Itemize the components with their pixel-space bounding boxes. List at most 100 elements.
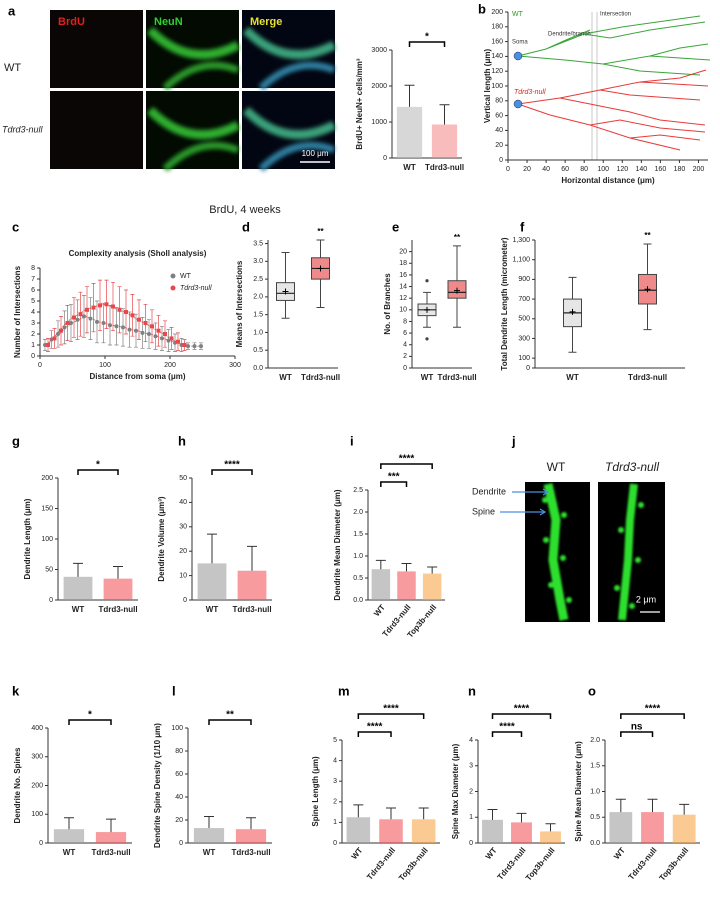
microscopy-panel-a: BrdU NeuN Merge WT Tdrd3-null 100 μm bbox=[2, 10, 337, 172]
y-tick-label: 100 bbox=[41, 536, 53, 543]
y-tick-label: 0.0 bbox=[590, 840, 600, 847]
y-tick-label: 0 bbox=[183, 597, 187, 604]
significance-bracket bbox=[380, 481, 408, 487]
error-bar bbox=[106, 818, 116, 833]
error-bar bbox=[401, 562, 412, 572]
y-tick-label: 0.5 bbox=[353, 575, 363, 582]
y-tick-label: 2.5 bbox=[253, 276, 263, 283]
data-point bbox=[101, 321, 106, 325]
significance-label: *** bbox=[388, 472, 400, 483]
tracing-label: Tdrd3-null bbox=[514, 89, 546, 96]
error-bar bbox=[404, 84, 415, 107]
y-tick-label: 140 bbox=[491, 53, 503, 60]
x-tick-label: 200 bbox=[693, 166, 705, 173]
y-tick-label: 2.0 bbox=[353, 509, 363, 516]
data-point bbox=[56, 332, 60, 336]
y-tick-label: 14 bbox=[399, 283, 407, 290]
bar bbox=[422, 573, 442, 600]
neun-signal bbox=[146, 26, 337, 172]
significance-bracket bbox=[357, 731, 392, 737]
y-tick-label: 2 bbox=[31, 331, 35, 338]
y-tick-label: 120 bbox=[491, 68, 503, 75]
y-tick-label: 2 bbox=[403, 353, 407, 360]
legend-label: Tdrd3-null bbox=[180, 285, 212, 292]
data-point bbox=[65, 321, 70, 325]
y-tick-label: 10 bbox=[399, 307, 407, 314]
data-point bbox=[130, 313, 135, 318]
soma bbox=[513, 99, 523, 109]
data-point bbox=[59, 328, 63, 333]
significance-bracket bbox=[491, 731, 523, 737]
data-point bbox=[192, 344, 197, 349]
y-axis-label: Spine Max Diameter (μm) bbox=[451, 743, 460, 839]
y-tick-label: 3 bbox=[469, 763, 473, 770]
y-tick-label: 2 bbox=[333, 799, 337, 806]
significance-bracket bbox=[77, 469, 119, 475]
y-tick-label: 50 bbox=[45, 566, 53, 573]
y-tick-label: 80 bbox=[495, 98, 503, 105]
annotation: Soma bbox=[512, 40, 528, 46]
x-tick-label: WT bbox=[350, 846, 365, 861]
column-label: Tdrd3-null bbox=[605, 460, 659, 474]
significance-bracket bbox=[620, 713, 685, 719]
significance-label: * bbox=[88, 710, 92, 721]
y-tick-label: 1000 bbox=[371, 119, 387, 126]
y-tick-label: 0.5 bbox=[253, 347, 263, 354]
channel-label: Merge bbox=[250, 16, 282, 28]
data-point bbox=[199, 344, 203, 349]
data-point bbox=[147, 332, 151, 336]
caption: BrdU, 4 weeks bbox=[209, 204, 281, 216]
significance-bracket bbox=[211, 469, 253, 475]
x-tick-label: Tdrd3-null bbox=[437, 373, 476, 382]
y-tick-label: 180 bbox=[491, 24, 503, 31]
y-tick-label: 50 bbox=[179, 475, 187, 482]
scale-label: 2 μm bbox=[636, 594, 656, 604]
tracing-label: WT bbox=[512, 11, 524, 18]
x-tick-label: 100 bbox=[99, 362, 111, 369]
data-point bbox=[82, 314, 86, 319]
bar bbox=[672, 814, 696, 843]
error-bar bbox=[418, 807, 429, 820]
data-point bbox=[111, 304, 115, 309]
x-tick-label: 200 bbox=[164, 362, 176, 369]
y-tick-label: 100 bbox=[31, 811, 43, 818]
y-tick-label: 200 bbox=[41, 475, 53, 482]
bar bbox=[63, 576, 93, 600]
error-bar bbox=[73, 562, 83, 577]
row-label: Tdrd3-null bbox=[2, 124, 44, 134]
bar bbox=[397, 571, 416, 600]
significance-label: ** bbox=[644, 231, 651, 240]
x-tick-label: Tdrd3-null bbox=[232, 605, 271, 614]
panel-label: j bbox=[511, 433, 516, 448]
y-tick-label: 16 bbox=[399, 272, 407, 279]
bar bbox=[53, 829, 85, 843]
significance-label: ** bbox=[317, 227, 324, 236]
image-brdu-null bbox=[50, 91, 143, 169]
y-tick-label: 0 bbox=[49, 597, 53, 604]
panel-label: o bbox=[588, 683, 596, 698]
data-point bbox=[137, 317, 141, 322]
data-point bbox=[108, 323, 112, 328]
y-tick-label: 3.5 bbox=[253, 240, 263, 247]
significance-label: **** bbox=[367, 722, 383, 733]
error-bar bbox=[615, 798, 626, 813]
x-tick-label: WT bbox=[566, 373, 579, 382]
y-tick-label: 0 bbox=[469, 840, 473, 847]
x-tick-label: 0 bbox=[38, 362, 42, 369]
spine-images: WT Tdrd3-null Dendrite Spine 2 μm bbox=[472, 460, 665, 622]
y-tick-label: 300 bbox=[31, 754, 43, 761]
significance-label: * bbox=[425, 32, 429, 43]
bar bbox=[95, 832, 127, 843]
y-tick-label: 1.0 bbox=[353, 553, 363, 560]
arrow bbox=[512, 488, 550, 496]
x-axis-label: Distance from soma (μm) bbox=[89, 372, 185, 381]
significance-bracket bbox=[357, 713, 425, 719]
significance-bracket bbox=[208, 719, 252, 725]
error-bar bbox=[113, 565, 123, 579]
x-tick-label: 80 bbox=[580, 166, 588, 173]
bar bbox=[641, 812, 664, 843]
mean-marker bbox=[317, 265, 324, 272]
x-axis-label: Horizontal distance (μm) bbox=[561, 176, 655, 185]
